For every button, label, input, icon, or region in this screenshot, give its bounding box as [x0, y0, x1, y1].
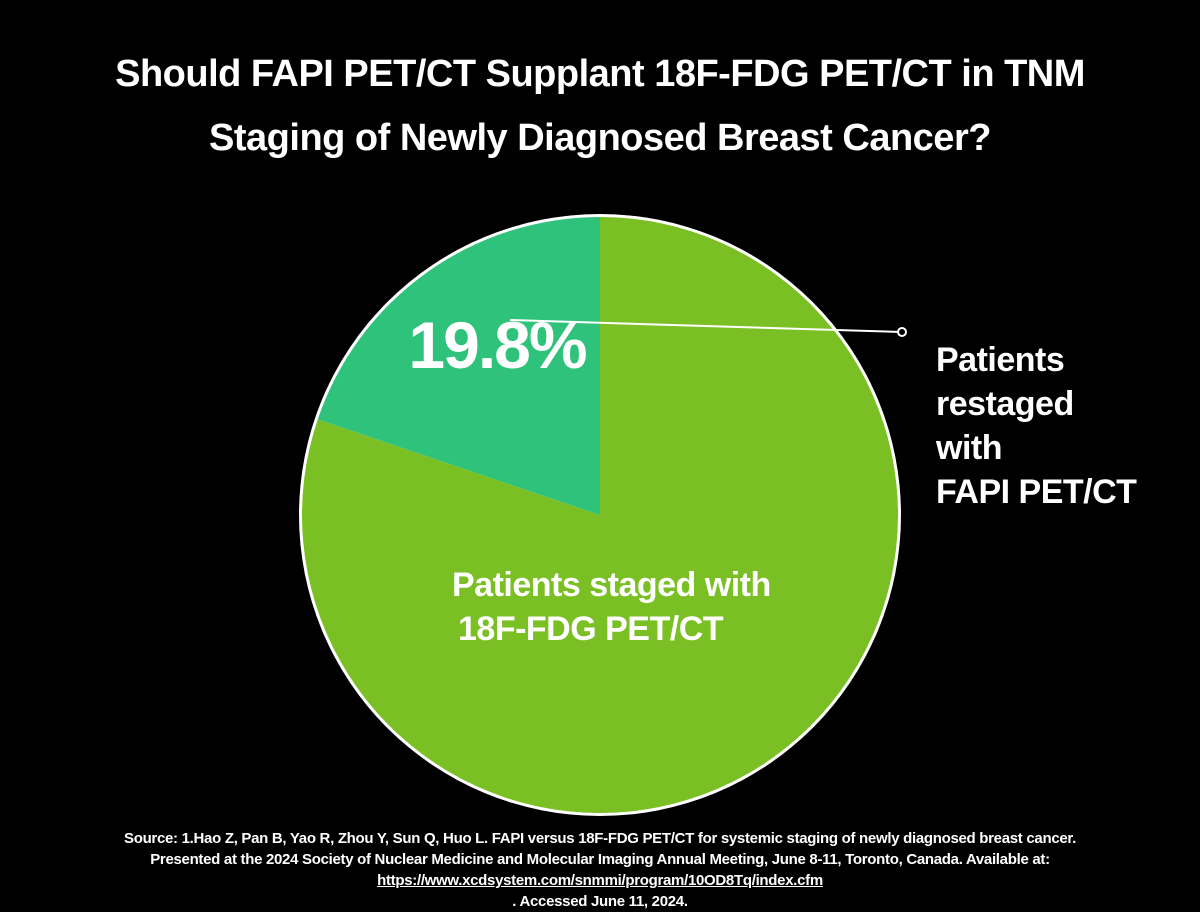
source-line-3: https://www.xcdsystem.com/snmmi/program/…: [20, 870, 1180, 912]
source-accessed: . Accessed June 11, 2024.: [512, 893, 688, 910]
chart-title: Should FAPI PET/CT Supplant 18F-FDG PET/…: [20, 42, 1180, 170]
leader-line: [509, 319, 903, 333]
pie-slice-fdg-label: Patients staged with 18F-FDG PET/CT: [452, 566, 771, 648]
pie-slice-fapi: [317, 217, 600, 515]
pie-slice-fapi-value-label: 19.8%: [408, 308, 585, 382]
pie-slice-fapi-label: Patients restaged with FAPI PET/CT: [935, 341, 1137, 511]
source-line-2: Presented at the 2024 Society of Nuclear…: [150, 851, 1050, 868]
leader-line-endpoint: [897, 327, 907, 337]
source-citation: Source: 1.Hao Z, Pan B, Yao R, Zhou Y, S…: [20, 828, 1180, 912]
chart-title-line-1: Should FAPI PET/CT Supplant 18F-FDG PET/…: [115, 53, 1085, 95]
source-line-1: Source: 1.Hao Z, Pan B, Yao R, Zhou Y, S…: [124, 830, 1076, 847]
chart-title-line-2: Staging of Newly Diagnosed Breast Cancer…: [209, 117, 991, 159]
source-link[interactable]: https://www.xcdsystem.com/snmmi/program/…: [377, 872, 823, 889]
